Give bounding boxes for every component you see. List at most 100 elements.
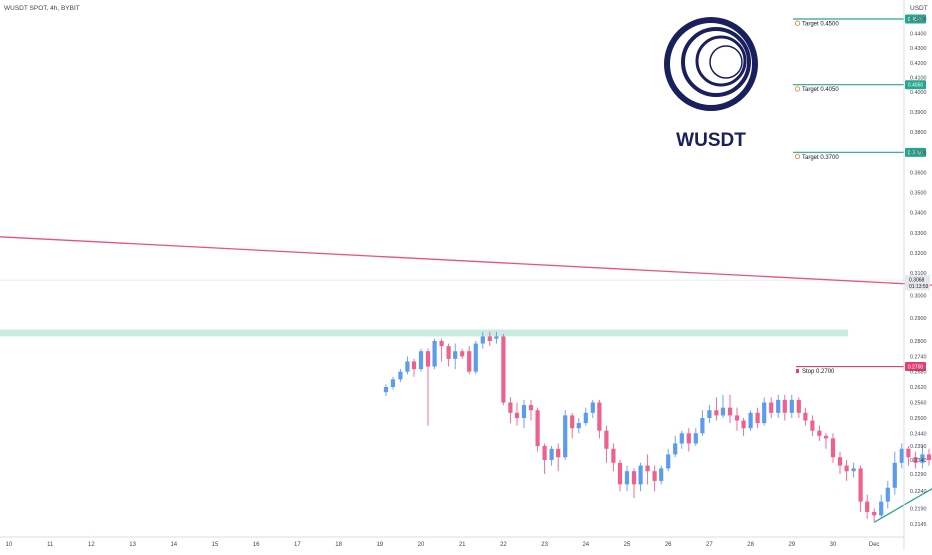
candle[interactable] bbox=[686, 428, 691, 452]
candle[interactable] bbox=[542, 443, 547, 474]
candle[interactable] bbox=[837, 451, 843, 474]
candle[interactable] bbox=[501, 334, 506, 406]
candle[interactable] bbox=[556, 443, 561, 472]
candle[interactable] bbox=[741, 418, 746, 436]
candle[interactable] bbox=[563, 410, 568, 460]
candle[interactable] bbox=[693, 428, 698, 446]
candle[interactable] bbox=[776, 394, 781, 418]
candle[interactable] bbox=[583, 407, 588, 426]
candle[interactable] bbox=[590, 399, 595, 418]
candle[interactable] bbox=[727, 394, 733, 424]
candle[interactable] bbox=[411, 358, 417, 377]
candle[interactable] bbox=[535, 407, 540, 452]
candle[interactable] bbox=[597, 399, 602, 439]
candle[interactable] bbox=[823, 433, 829, 449]
candle[interactable] bbox=[830, 433, 836, 463]
candle[interactable] bbox=[844, 460, 849, 481]
candle[interactable] bbox=[398, 369, 403, 382]
candle[interactable] bbox=[659, 465, 664, 485]
candle[interactable] bbox=[570, 412, 575, 439]
candle[interactable] bbox=[673, 435, 678, 458]
candle[interactable] bbox=[480, 331, 485, 349]
candle[interactable] bbox=[796, 397, 801, 418]
candle[interactable] bbox=[383, 384, 389, 397]
candle[interactable] bbox=[865, 494, 870, 519]
candle[interactable] bbox=[624, 465, 630, 492]
candle[interactable] bbox=[576, 418, 581, 434]
candle-body bbox=[383, 387, 389, 393]
candle[interactable] bbox=[920, 446, 925, 469]
candle[interactable] bbox=[906, 446, 911, 466]
candle[interactable] bbox=[748, 410, 753, 431]
candle[interactable] bbox=[666, 448, 671, 472]
candle[interactable] bbox=[700, 410, 705, 436]
candle[interactable] bbox=[899, 443, 904, 469]
candle[interactable] bbox=[617, 460, 623, 492]
price-tick-label: 0.3400 bbox=[910, 211, 927, 217]
candle[interactable] bbox=[528, 399, 534, 421]
candle[interactable] bbox=[549, 446, 554, 466]
candle[interactable] bbox=[879, 494, 884, 519]
candle[interactable] bbox=[425, 348, 431, 426]
candle[interactable] bbox=[679, 430, 684, 449]
candle[interactable] bbox=[782, 394, 787, 421]
candle[interactable] bbox=[508, 397, 513, 424]
candle[interactable] bbox=[473, 341, 478, 375]
candle[interactable] bbox=[755, 407, 760, 429]
candle-body bbox=[528, 405, 534, 411]
candle-body bbox=[460, 351, 465, 357]
candle[interactable] bbox=[604, 425, 609, 463]
candle[interactable] bbox=[892, 451, 897, 495]
candle[interactable] bbox=[913, 451, 918, 469]
candle[interactable] bbox=[817, 425, 822, 441]
candle[interactable] bbox=[638, 462, 643, 492]
candle-body bbox=[576, 423, 581, 429]
candle[interactable] bbox=[645, 454, 650, 485]
candle[interactable] bbox=[439, 338, 444, 362]
candle[interactable] bbox=[460, 348, 465, 359]
candle-body bbox=[467, 351, 472, 372]
candle[interactable] bbox=[521, 399, 527, 429]
candle[interactable] bbox=[714, 397, 719, 421]
candle[interactable] bbox=[494, 331, 499, 344]
candle-body bbox=[487, 336, 492, 341]
candle[interactable] bbox=[720, 394, 726, 418]
candle[interactable] bbox=[810, 415, 815, 436]
candle[interactable] bbox=[872, 508, 877, 523]
candle[interactable] bbox=[446, 343, 451, 367]
candle-body bbox=[803, 412, 808, 421]
candle-body bbox=[906, 448, 911, 458]
target-marker-icon bbox=[794, 20, 801, 26]
candle[interactable] bbox=[652, 465, 657, 492]
candle[interactable] bbox=[390, 376, 396, 390]
target-badge bbox=[905, 147, 926, 157]
candle[interactable] bbox=[514, 402, 520, 426]
candle[interactable] bbox=[789, 394, 794, 418]
candle[interactable] bbox=[405, 356, 410, 375]
logo-ring-2 bbox=[681, 27, 751, 97]
candle[interactable] bbox=[453, 343, 458, 370]
candle[interactable] bbox=[769, 397, 774, 418]
descending-trendline[interactable] bbox=[0, 236, 932, 302]
candle-body bbox=[494, 336, 499, 339]
candle[interactable] bbox=[467, 346, 472, 375]
candle[interactable] bbox=[858, 465, 863, 512]
candle[interactable] bbox=[707, 405, 712, 424]
candle[interactable] bbox=[611, 443, 616, 472]
currency-label: USDT bbox=[910, 5, 928, 12]
candle[interactable] bbox=[851, 462, 856, 478]
candle[interactable] bbox=[762, 397, 767, 426]
candle[interactable] bbox=[885, 480, 890, 509]
candle[interactable] bbox=[487, 331, 492, 347]
candle[interactable] bbox=[418, 348, 424, 372]
candle[interactable] bbox=[432, 338, 437, 370]
price-tick-label: 0.4400 bbox=[910, 32, 927, 38]
candle[interactable] bbox=[631, 468, 637, 499]
candle[interactable] bbox=[803, 407, 808, 426]
candle[interactable] bbox=[734, 407, 740, 431]
target-label: Target 0.3700 bbox=[802, 155, 839, 161]
candle-body bbox=[501, 336, 506, 403]
candle[interactable] bbox=[926, 448, 932, 466]
candle-body bbox=[769, 402, 774, 413]
